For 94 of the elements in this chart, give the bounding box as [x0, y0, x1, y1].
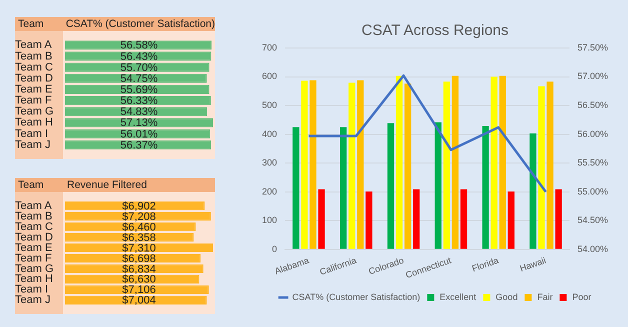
y-tick-label: Team F: [15, 252, 52, 264]
data-label: $7,106: [122, 284, 156, 296]
y-tick-label: 600: [262, 71, 278, 82]
y-tick-label: Team H: [15, 116, 53, 129]
bar: [348, 82, 356, 249]
data-label: $6,834: [122, 263, 156, 276]
bar: [555, 189, 562, 249]
bar: [434, 122, 442, 249]
y-tick-label: Team B: [15, 50, 52, 62]
y-tick-label: Team H: [15, 273, 53, 286]
y2-tick-label: 56.00%: [577, 128, 608, 139]
y-tick-label: Team G: [15, 106, 54, 118]
data-label: $6,358: [122, 232, 156, 244]
data-label: 56.01%: [120, 128, 158, 140]
bar: [490, 76, 498, 249]
data-label: $7,310: [122, 242, 156, 254]
data-label: $6,698: [122, 252, 156, 265]
data-label: 55.69%: [120, 84, 158, 96]
y-tick-label: Team J: [15, 138, 50, 151]
y2-tick-label: 54.00%: [577, 244, 608, 254]
y-tick-label: 700: [262, 42, 278, 52]
bar: [340, 127, 347, 249]
y-tick-label: Team B: [15, 210, 52, 222]
y-tick-label: 100: [262, 215, 278, 226]
bar: [318, 189, 325, 249]
bar: [499, 76, 506, 249]
data-label: 55.70%: [120, 62, 158, 74]
y2-tick-label: 55.50%: [577, 158, 608, 168]
y-tick-label: Team A: [15, 200, 52, 212]
data-label: 56.33%: [120, 95, 158, 108]
y-tick-label: 300: [262, 158, 278, 168]
y-tick-label: 400: [262, 128, 278, 139]
y-axis-title: Team: [17, 17, 45, 31]
bar: [482, 126, 489, 249]
y-axis-title: Team: [17, 178, 45, 192]
bar: [546, 82, 554, 249]
data-label: 56.58%: [120, 40, 158, 52]
bar: [508, 192, 514, 249]
bar: [65, 52, 212, 61]
chart-title: CSAT Across Regions: [361, 22, 509, 40]
bar: [413, 189, 420, 249]
y-tick-label: 500: [262, 100, 278, 110]
legend-label: CSAT% (Customer Satisfaction): [292, 292, 420, 302]
bar: [301, 80, 308, 249]
y-tick-label: Team E: [15, 83, 52, 96]
y2-tick-label: 54.50%: [577, 215, 608, 226]
y2-tick-label: 57.50%: [577, 42, 608, 52]
data-label: $6,460: [122, 221, 156, 234]
y2-tick-label: 55.00%: [577, 186, 608, 196]
x-tick-label: Florida: [470, 255, 500, 274]
y-tick-label: Team J: [15, 294, 50, 306]
data-label: 56.43%: [120, 50, 158, 63]
y-tick-label: Team C: [15, 220, 53, 233]
bar: [404, 84, 412, 249]
bar: [387, 123, 394, 249]
data-label: 56.37%: [120, 139, 158, 152]
data-label: 54.83%: [120, 106, 158, 118]
data-label: $7,208: [122, 210, 156, 223]
bar: [310, 80, 316, 249]
y-tick-label: Team F: [15, 94, 52, 107]
y-tick-label: Team I: [15, 284, 48, 296]
data-label: $6,902: [122, 200, 156, 212]
data-label: $7,004: [122, 294, 156, 307]
bar: [292, 127, 300, 249]
y-tick-label: Team G: [15, 262, 54, 275]
y-tick-label: Team I: [15, 128, 48, 140]
chart-title: CSAT% (Customer Satisfaction): [64, 17, 215, 31]
y-tick-label: 0: [272, 244, 278, 254]
legend-label: Excellent: [440, 292, 477, 302]
legend-label: Good: [496, 292, 518, 302]
y-tick-label: Team C: [15, 61, 53, 74]
bar: [538, 86, 545, 249]
bar: [366, 192, 372, 249]
y-tick-label: Team E: [15, 242, 52, 254]
legend-label: Poor: [572, 292, 592, 302]
bar: [443, 82, 450, 249]
y-tick-label: 200: [262, 186, 278, 196]
data-label: 57.13%: [120, 117, 158, 130]
chart-title: Revenue Filtered: [66, 178, 148, 192]
x-tick-label: Hawaii: [518, 255, 548, 274]
y-tick-label: Team D: [15, 231, 53, 244]
data-label: 54.75%: [120, 72, 158, 85]
y-tick-label: Team D: [15, 72, 53, 84]
y-tick-label: Team A: [15, 39, 52, 52]
bar: [452, 76, 459, 249]
bar: [460, 189, 468, 249]
bar: [357, 80, 364, 249]
y2-tick-label: 57.00%: [577, 71, 608, 82]
y2-tick-label: 56.50%: [577, 100, 608, 110]
bar: [396, 76, 403, 249]
data-label: $6,630: [122, 274, 156, 286]
bar: [530, 133, 536, 249]
legend-label: Fair: [537, 292, 553, 302]
bar: [65, 129, 210, 138]
